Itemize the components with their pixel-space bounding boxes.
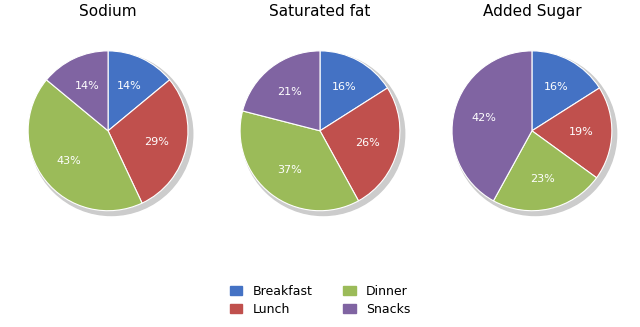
Text: 19%: 19% <box>569 127 594 137</box>
Circle shape <box>29 53 193 215</box>
Wedge shape <box>532 88 612 178</box>
Text: 14%: 14% <box>116 81 141 91</box>
Wedge shape <box>28 80 142 211</box>
Wedge shape <box>320 88 400 201</box>
Text: 21%: 21% <box>277 87 302 97</box>
Text: 14%: 14% <box>75 81 99 91</box>
Wedge shape <box>47 51 108 131</box>
Title: Added Sugar: Added Sugar <box>483 4 581 19</box>
Wedge shape <box>320 51 387 131</box>
Wedge shape <box>108 80 188 203</box>
Circle shape <box>454 53 617 215</box>
Legend: Breakfast, Lunch, Dinner, Snacks: Breakfast, Lunch, Dinner, Snacks <box>225 280 415 321</box>
Wedge shape <box>240 111 358 211</box>
Title: Sodium: Sodium <box>79 4 137 19</box>
Title: Saturated fat: Saturated fat <box>269 4 371 19</box>
Wedge shape <box>532 51 600 131</box>
Text: 16%: 16% <box>543 82 568 93</box>
Wedge shape <box>493 131 596 211</box>
Text: 23%: 23% <box>531 174 555 184</box>
Text: 37%: 37% <box>277 165 302 175</box>
Text: 26%: 26% <box>356 138 380 148</box>
Text: 42%: 42% <box>472 113 497 124</box>
Text: 29%: 29% <box>144 137 169 146</box>
Text: 16%: 16% <box>332 82 356 93</box>
Text: 43%: 43% <box>56 156 81 166</box>
Wedge shape <box>452 51 532 201</box>
Wedge shape <box>108 51 170 131</box>
Wedge shape <box>243 51 320 131</box>
Circle shape <box>242 53 404 215</box>
